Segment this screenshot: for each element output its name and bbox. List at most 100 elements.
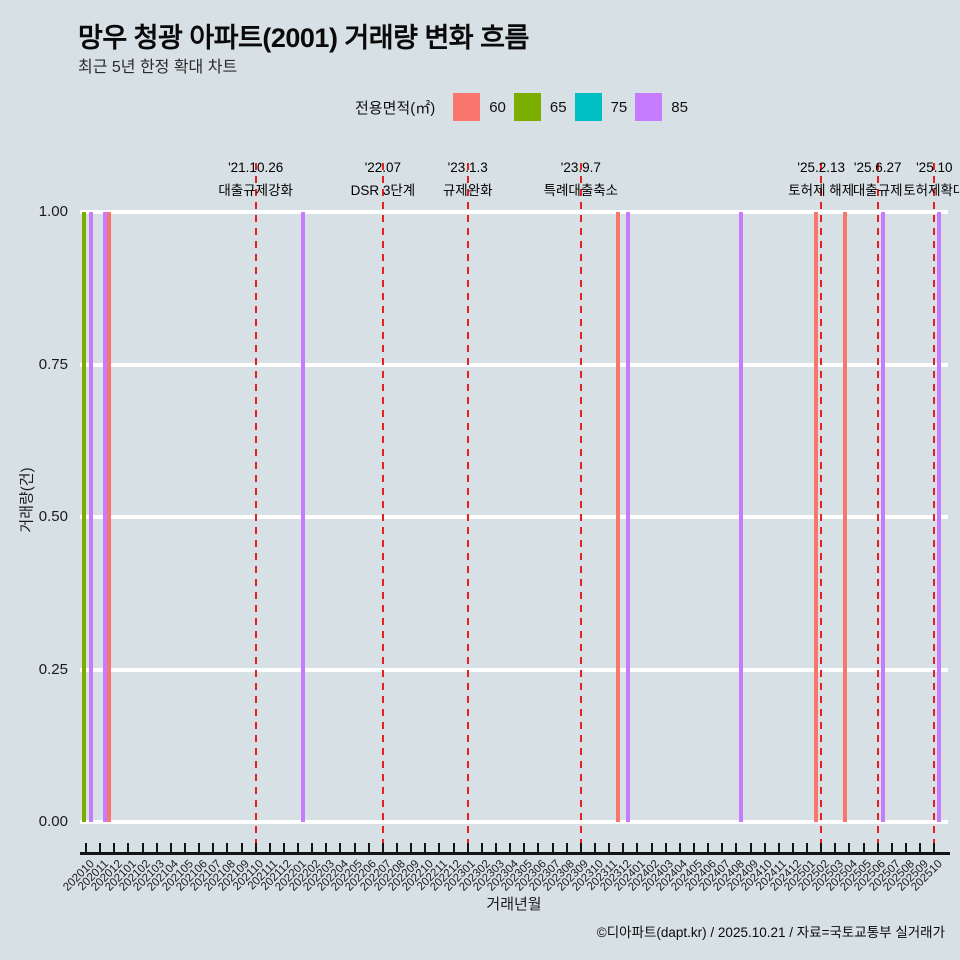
event-date: '25.10	[916, 160, 953, 175]
event-line	[933, 163, 936, 854]
legend-swatch-75	[574, 93, 602, 121]
event-date: '25.6.27	[853, 160, 902, 175]
x-tick	[438, 843, 441, 852]
x-tick	[806, 843, 809, 852]
bar-85-202312	[626, 212, 631, 822]
event-label: 대출규제	[852, 183, 903, 198]
x-tick	[212, 843, 215, 852]
x-tick	[99, 843, 102, 852]
bar-85-202510	[937, 212, 942, 822]
page-title: 망우 청광 아파트(2001) 거래량 변화 흐름	[78, 23, 529, 53]
x-tick	[466, 843, 469, 852]
legend-label-60: 60	[489, 98, 506, 116]
legend-title: 전용면적(㎡)	[355, 99, 436, 117]
x-tick	[141, 843, 144, 852]
legend-item-85: 85	[627, 93, 688, 121]
x-tick	[707, 843, 710, 852]
x-tick	[339, 843, 342, 852]
x-tick	[282, 843, 285, 852]
x-tick	[820, 843, 823, 852]
x-tick	[381, 843, 384, 852]
x-tick	[452, 843, 455, 852]
legend-label-85: 85	[671, 98, 688, 116]
x-tick	[664, 843, 667, 852]
x-tick	[622, 843, 625, 852]
y-gridline	[80, 667, 948, 672]
x-tick	[537, 843, 540, 852]
bar-60-202012	[107, 212, 112, 822]
bar-60-202502	[814, 212, 819, 822]
legend-swatch-60	[453, 93, 481, 121]
x-tick	[183, 843, 186, 852]
event-label: 특례대출축소	[543, 183, 619, 198]
bar-65-202010	[82, 212, 87, 822]
event-line	[876, 163, 879, 854]
x-tick	[424, 843, 427, 852]
x-tick	[254, 843, 257, 852]
event-label: DSR 3단계	[350, 183, 416, 198]
bar-85-202408	[739, 212, 744, 822]
x-tick	[480, 843, 483, 852]
x-tick	[579, 843, 582, 852]
event-date: '25.2.13	[797, 160, 845, 175]
x-tick	[311, 843, 314, 852]
legend-item-65: 65	[506, 93, 567, 121]
x-tick	[198, 843, 201, 852]
event-line	[381, 163, 384, 854]
legend-swatch-65	[513, 93, 541, 121]
event-line	[466, 163, 469, 854]
x-tick	[523, 843, 526, 852]
x-tick	[791, 843, 794, 852]
bar-85-202201	[300, 212, 305, 822]
legend: 전용면적(㎡) 60 65 75 85	[355, 92, 688, 122]
y-gridline	[80, 210, 948, 214]
x-tick	[919, 843, 922, 852]
event-date: '22.07	[364, 160, 402, 175]
x-tick	[678, 843, 681, 852]
y-gridline	[80, 515, 948, 519]
event-line	[820, 163, 823, 854]
bar-85-202506	[880, 212, 885, 822]
x-tick	[834, 843, 837, 852]
y-gridline	[80, 820, 948, 824]
x-tick	[650, 843, 653, 852]
x-tick	[890, 843, 893, 852]
x-tick	[749, 843, 752, 852]
event-line	[254, 163, 257, 854]
y-gridline	[80, 362, 948, 367]
x-tick	[268, 843, 271, 852]
x-tick	[763, 843, 766, 852]
event-label: 규제완화	[442, 183, 493, 198]
bar-60-202504	[842, 212, 847, 822]
x-axis-title: 거래년월	[486, 896, 542, 913]
x-tick	[933, 843, 936, 852]
x-tick	[876, 843, 879, 852]
x-tick	[721, 843, 724, 852]
y-tick-label: 0.50	[38, 508, 68, 525]
legend-label-65: 65	[549, 98, 567, 116]
page-subtitle: 최근 5년 한정 확대 차트	[78, 59, 238, 76]
x-tick	[297, 843, 300, 852]
event-label: 대출규제강화	[218, 183, 293, 198]
event-line	[579, 163, 582, 854]
x-tick	[155, 843, 158, 852]
event-label: 토허제 해제	[788, 183, 855, 198]
y-tick-label: 0.75	[38, 355, 68, 373]
event-date: '23.9.7	[560, 160, 601, 175]
x-tick	[565, 843, 568, 852]
x-tick	[240, 843, 243, 852]
legend-item-75: 75	[567, 93, 628, 121]
source-credit: ©디아파트(dapt.kr) / 2025.10.21 / 자료=국토교통부 실…	[596, 925, 945, 940]
x-tick	[495, 843, 497, 852]
x-tick	[636, 843, 639, 852]
x-tick	[113, 843, 116, 852]
event-label: 토허제확대	[903, 183, 960, 198]
y-tick-label: 1.00	[38, 203, 68, 220]
x-tick	[396, 843, 399, 852]
x-tick	[509, 843, 512, 852]
x-tick	[353, 843, 356, 852]
legend-label-75: 75	[610, 98, 628, 116]
x-tick	[169, 843, 172, 852]
